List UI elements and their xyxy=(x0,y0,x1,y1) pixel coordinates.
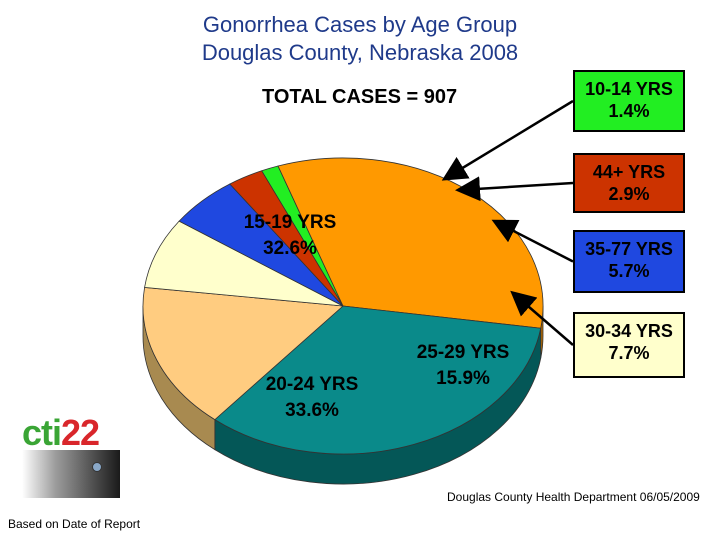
callout-arrow xyxy=(455,176,574,202)
total-cases-label: TOTAL CASES = 907 xyxy=(262,86,458,108)
pie-slice-30-34-yrs xyxy=(144,220,344,307)
chart-title: Gonorrhea Cases by Age Group xyxy=(202,12,518,37)
logo-gradient xyxy=(22,450,120,498)
callout-35-77-yrs: 35-77 YRS 5.7% xyxy=(573,230,685,293)
source-note: Douglas County Health Department 06/05/2… xyxy=(447,490,700,504)
slice-percent: 32.6% xyxy=(263,238,317,259)
pie-slice-25-29-yrs xyxy=(142,287,344,421)
callout-label: 30-34 YRS xyxy=(585,321,673,341)
chart-subtitle: Douglas County, Nebraska 2008 xyxy=(201,40,519,65)
logo-dot-icon xyxy=(92,462,102,472)
callout-arrow xyxy=(491,219,574,263)
callout-label: 44+ YRS xyxy=(592,162,666,182)
slice-label: 15-19 YRS xyxy=(244,212,337,233)
callout-10-14-yrs: 10-14 YRS 1.4% xyxy=(573,70,685,132)
pie-top-group xyxy=(142,157,544,455)
callout-label: 35-77 YRS xyxy=(585,239,673,259)
callout-44-yrs: 44+ YRS 2.9% xyxy=(573,153,685,213)
callout-arrow xyxy=(510,290,574,346)
slice-label: 25-29 YRS xyxy=(417,342,510,363)
callout-percent: 7.7% xyxy=(608,343,650,363)
slice-label: 20-24 YRS xyxy=(266,374,359,395)
slice-percent: 15.9% xyxy=(436,368,490,389)
callout-label: 10-14 YRS xyxy=(585,79,673,99)
callout-percent: 1.4% xyxy=(608,101,650,121)
callout-30-34-yrs: 30-34 YRS 7.7% xyxy=(573,312,685,378)
basis-note: Based on Date of Report xyxy=(8,517,141,531)
callout-arrow xyxy=(441,99,574,181)
pie-slice-20-24-yrs xyxy=(214,305,542,455)
slice-percent: 33.6% xyxy=(285,400,339,421)
callout-percent: 2.9% xyxy=(608,184,650,204)
logo-text: cti22 xyxy=(22,412,100,453)
callout-percent: 5.7% xyxy=(608,261,650,281)
pie-slice-44-yrs xyxy=(229,170,344,307)
cti22-logo: cti22 xyxy=(22,412,122,502)
